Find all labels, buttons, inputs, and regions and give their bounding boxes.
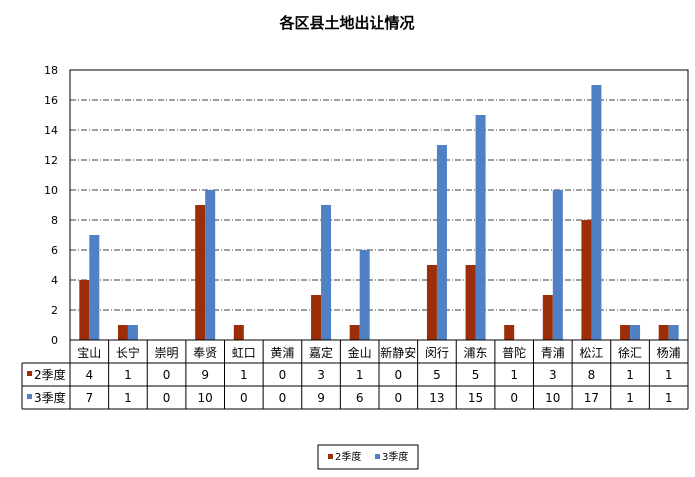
table-cell-value: 8 bbox=[588, 368, 596, 382]
y-tick-label: 6 bbox=[51, 244, 58, 257]
table-cell-value: 9 bbox=[201, 368, 209, 382]
bar-q3 bbox=[205, 190, 216, 340]
x-tick-label: 新静安 bbox=[380, 345, 416, 360]
y-tick-label: 4 bbox=[51, 274, 58, 287]
legend-label: 3季度 bbox=[382, 450, 408, 463]
x-tick-label: 金山 bbox=[348, 345, 372, 360]
chart-title: 各区县土地出让情况 bbox=[278, 14, 414, 32]
table-cell-value: 1 bbox=[124, 391, 132, 405]
bar-q3 bbox=[475, 115, 486, 340]
legend-swatch bbox=[375, 454, 380, 459]
table-cell-value: 0 bbox=[279, 368, 287, 382]
table-cell-value: 1 bbox=[510, 368, 518, 382]
bar-q2 bbox=[195, 205, 206, 340]
x-tick-label: 青浦 bbox=[541, 346, 565, 360]
table-cell-value: 0 bbox=[279, 391, 287, 405]
y-tick-label: 8 bbox=[51, 214, 58, 227]
table-cell-value: 0 bbox=[240, 391, 248, 405]
table-cell-value: 3 bbox=[549, 368, 557, 382]
table-cell-value: 0 bbox=[163, 391, 171, 405]
y-tick-label: 0 bbox=[51, 334, 58, 347]
x-tick-label: 奉贤 bbox=[193, 346, 217, 360]
y-tick-label: 14 bbox=[44, 124, 58, 137]
table-cell-value: 3 bbox=[317, 368, 325, 382]
table-cell-value: 17 bbox=[584, 391, 599, 405]
table-cell-value: 1 bbox=[665, 368, 673, 382]
table-series-swatch bbox=[27, 394, 32, 399]
table-cell-value: 13 bbox=[429, 391, 444, 405]
x-tick-label: 普陀 bbox=[502, 345, 526, 360]
table-cell-value: 1 bbox=[124, 368, 132, 382]
table-cell-value: 5 bbox=[433, 368, 441, 382]
table-series-name: 2季度 bbox=[34, 367, 66, 382]
table-cell-value: 15 bbox=[468, 391, 483, 405]
x-tick-label: 松江 bbox=[579, 346, 603, 360]
bar-q2 bbox=[620, 325, 631, 340]
x-tick-label: 黄浦 bbox=[270, 346, 294, 360]
table-cell-value: 9 bbox=[317, 391, 325, 405]
bar-q2 bbox=[349, 325, 360, 340]
y-tick-label: 12 bbox=[44, 154, 58, 167]
table-cell-value: 10 bbox=[545, 391, 560, 405]
legend-swatch bbox=[328, 454, 333, 459]
table-series-swatch bbox=[27, 371, 32, 376]
table-cell-value: 6 bbox=[356, 391, 364, 405]
x-tick-label: 杨浦 bbox=[657, 345, 681, 360]
bar-q2 bbox=[465, 265, 476, 340]
table-series-name: 3季度 bbox=[34, 390, 66, 405]
bar-q3 bbox=[89, 235, 100, 340]
x-tick-label: 徐汇 bbox=[618, 345, 642, 360]
table-cell-value: 7 bbox=[85, 391, 93, 405]
bar-q2 bbox=[581, 220, 592, 340]
bar-q3 bbox=[127, 325, 138, 340]
y-axis-ticks: 0 2 4 6 8 10 12 14 16 18 bbox=[44, 64, 58, 347]
x-tick-label: 崇明 bbox=[155, 346, 179, 360]
table-cell-value: 1 bbox=[626, 368, 634, 382]
bars bbox=[79, 85, 679, 340]
x-tick-label: 闵行 bbox=[425, 345, 449, 360]
x-tick-label: 宝山 bbox=[77, 346, 101, 360]
table-cell-value: 5 bbox=[472, 368, 480, 382]
y-tick-label: 2 bbox=[51, 304, 58, 317]
bar-q2 bbox=[504, 325, 515, 340]
legend: 2季度 3季度 bbox=[317, 444, 419, 470]
x-tick-label: 浦东 bbox=[464, 346, 488, 360]
y-tick-label: 10 bbox=[44, 184, 58, 197]
bar-q2 bbox=[542, 295, 553, 340]
x-tick-label: 嘉定 bbox=[309, 345, 333, 360]
bar-q3 bbox=[359, 250, 370, 340]
x-tick-label: 长宁 bbox=[116, 345, 140, 360]
bar-q3 bbox=[591, 85, 602, 340]
bar-q2 bbox=[426, 265, 437, 340]
bar-q3 bbox=[321, 205, 332, 340]
y-tick-label: 16 bbox=[44, 94, 58, 107]
bar-q3 bbox=[436, 145, 447, 340]
y-tick-label: 18 bbox=[44, 64, 58, 77]
x-tick-label: 虹口 bbox=[232, 346, 256, 360]
bar-q3 bbox=[668, 325, 679, 340]
table-cell-value: 4 bbox=[85, 368, 93, 382]
legend-box bbox=[317, 444, 419, 470]
table-cell-value: 1 bbox=[665, 391, 673, 405]
bar-q3 bbox=[630, 325, 641, 340]
table-cell-value: 0 bbox=[394, 368, 402, 382]
table-cell-value: 10 bbox=[198, 391, 213, 405]
table-cell-value: 1 bbox=[240, 368, 248, 382]
table-cell-value: 0 bbox=[510, 391, 518, 405]
bar-q2 bbox=[117, 325, 128, 340]
table-cell-value: 1 bbox=[626, 391, 634, 405]
bar-q2 bbox=[233, 325, 244, 340]
bar-q2 bbox=[79, 280, 90, 340]
legend-label: 2季度 bbox=[335, 450, 361, 463]
table-cell-value: 0 bbox=[163, 368, 171, 382]
bar-q2 bbox=[658, 325, 669, 340]
bar-q3 bbox=[552, 190, 563, 340]
bar-q2 bbox=[311, 295, 322, 340]
table-cell-value: 0 bbox=[394, 391, 402, 405]
table-cell-value: 1 bbox=[356, 368, 364, 382]
